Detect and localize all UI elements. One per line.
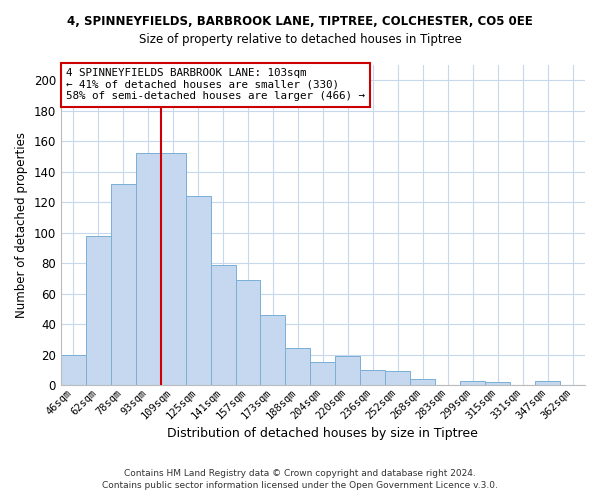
Bar (410, 379, 435, 385)
Text: Contains HM Land Registry data © Crown copyright and database right 2024.: Contains HM Land Registry data © Crown c… (124, 468, 476, 477)
Bar (286, 348, 310, 385)
Bar (185, 196, 211, 385)
Bar (211, 264, 236, 385)
Text: Contains public sector information licensed under the Open Government Licence v.: Contains public sector information licen… (102, 481, 498, 490)
Bar (485, 382, 510, 385)
Text: Size of property relative to detached houses in Tiptree: Size of property relative to detached ho… (139, 32, 461, 46)
Bar (111, 184, 136, 385)
Bar (310, 362, 335, 385)
Bar (385, 372, 410, 385)
Bar (86, 236, 111, 385)
Bar (236, 280, 260, 385)
Bar (136, 154, 161, 385)
Bar (161, 154, 185, 385)
Bar (460, 380, 485, 385)
X-axis label: Distribution of detached houses by size in Tiptree: Distribution of detached houses by size … (167, 427, 478, 440)
Y-axis label: Number of detached properties: Number of detached properties (15, 132, 28, 318)
Text: 4, SPINNEYFIELDS, BARBROOK LANE, TIPTREE, COLCHESTER, CO5 0EE: 4, SPINNEYFIELDS, BARBROOK LANE, TIPTREE… (67, 15, 533, 28)
Bar (61, 354, 86, 385)
Bar (361, 370, 385, 385)
Bar (335, 356, 361, 385)
Text: 4 SPINNEYFIELDS BARBROOK LANE: 103sqm
← 41% of detached houses are smaller (330): 4 SPINNEYFIELDS BARBROOK LANE: 103sqm ← … (66, 68, 365, 102)
Bar (260, 315, 286, 385)
Bar (535, 380, 560, 385)
